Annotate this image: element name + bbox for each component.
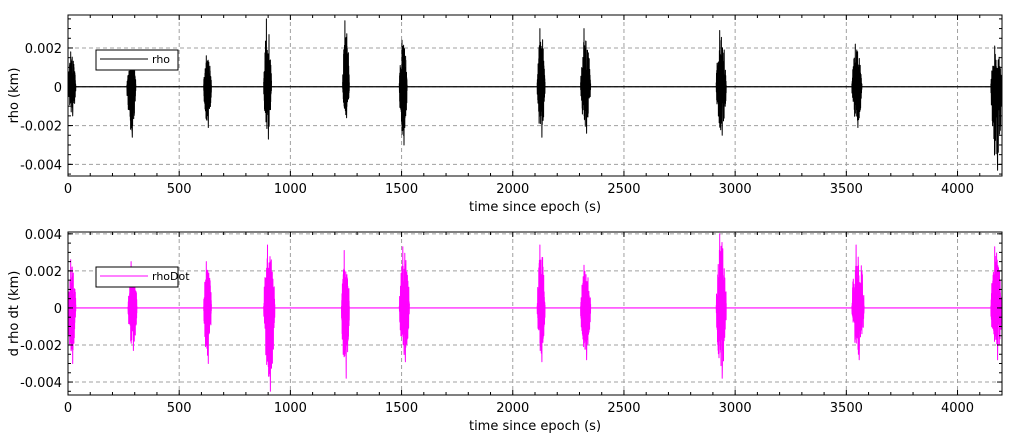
y-tick-label: 0.004	[25, 228, 62, 243]
y-tick-label: -0.004	[20, 376, 62, 391]
chart-rhodot: 0 500 1000 1500 2000 2500 3000 3500 4000 0.0040.…	[7, 228, 1003, 434]
x-tick-label: 2500	[607, 401, 640, 416]
series-burst	[851, 244, 865, 361]
series-burst	[263, 18, 272, 140]
series-burst	[990, 45, 1003, 171]
series-burst	[203, 261, 212, 364]
series-burst	[126, 55, 137, 138]
x-tick-label: 3500	[830, 182, 863, 197]
chart-rho: 0 500 1000 1500 2000 2500 3000 3500 4000 0.0020-…	[7, 14, 1003, 215]
series-burst	[127, 261, 138, 351]
y-tick-labels: 0.004 0.002 0 -0.002 -0.004	[20, 228, 62, 391]
series-rho	[67, 18, 1003, 171]
tick-marks	[67, 232, 1002, 395]
x-axis-title: time since epoch (s)	[469, 419, 601, 434]
x-tick-label: 4000	[941, 182, 974, 197]
series-burst	[342, 20, 350, 119]
legend-label: rhoDot	[152, 270, 190, 283]
series-burst	[67, 51, 77, 117]
x-tick-label: 1500	[385, 182, 418, 197]
y-axis-title: rho (km)	[7, 68, 22, 124]
x-tick-label: 2000	[496, 401, 529, 416]
y-tick-labels: 0.002 0 -0.002 -0.004	[20, 42, 62, 173]
tick-marks	[67, 15, 1002, 176]
x-tick-label: 2500	[607, 182, 640, 197]
y-tick-label: 0	[54, 81, 62, 96]
y-tick-label: -0.002	[20, 339, 62, 354]
y-tick-label: 0	[54, 302, 62, 317]
x-tick-label: 2000	[496, 182, 529, 197]
series-burst	[536, 244, 546, 363]
x-tick-label: 3000	[719, 401, 752, 416]
series-burst	[580, 28, 592, 134]
y-tick-label: -0.002	[20, 120, 62, 135]
series-burst	[398, 39, 408, 146]
x-tick-label: 1000	[274, 401, 307, 416]
series-burst	[203, 55, 212, 128]
series-rhodot	[67, 233, 1003, 392]
series-burst	[536, 28, 546, 138]
x-tick-label: 3500	[830, 401, 863, 416]
legend: rho	[95, 49, 179, 71]
series-burst	[851, 43, 863, 128]
y-tick-label: -0.004	[20, 158, 62, 173]
series-burst	[990, 246, 1003, 361]
x-axis-title: time since epoch (s)	[469, 200, 601, 215]
x-tick-label: 1500	[385, 401, 418, 416]
x-tick-label: 3000	[719, 182, 752, 197]
y-tick-label: 0.002	[25, 265, 62, 280]
legend-label: rho	[152, 53, 170, 66]
x-tick-label: 500	[167, 401, 192, 416]
series-burst	[341, 250, 350, 379]
x-tick-labels: 0 500 1000 1500 2000 2500 3000 3500 4000	[64, 401, 974, 416]
x-tick-label: 0	[64, 182, 72, 197]
x-tick-labels: 0 500 1000 1500 2000 2500 3000 3500 4000	[64, 182, 974, 197]
x-tick-label: 1000	[274, 182, 307, 197]
series-burst	[263, 244, 276, 392]
legend: rhoDot	[95, 266, 190, 288]
series-burst	[398, 246, 410, 363]
x-tick-label: 500	[167, 182, 192, 197]
legend-box	[95, 266, 179, 288]
series-burst	[715, 233, 727, 379]
x-tick-label: 0	[64, 401, 72, 416]
x-tick-label: 4000	[941, 401, 974, 416]
legend-box	[95, 49, 179, 71]
y-tick-label: 0.002	[25, 42, 62, 57]
series-burst	[67, 259, 77, 364]
series-burst	[580, 264, 592, 361]
y-axis-title: d rho dt (km)	[7, 271, 22, 357]
series-burst	[715, 30, 727, 136]
